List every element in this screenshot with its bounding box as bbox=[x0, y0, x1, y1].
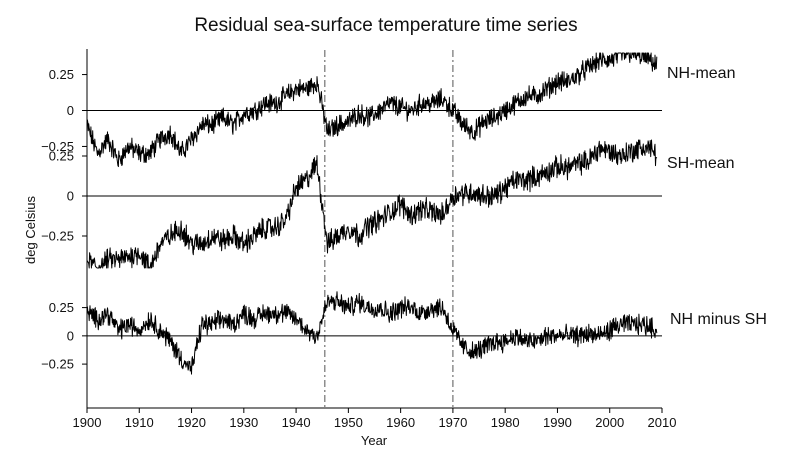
panel-3: 0.25 0 −0.25 NH minus SH bbox=[41, 291, 767, 375]
y-tick-label: 0 bbox=[67, 328, 74, 343]
x-tick-label: 1950 bbox=[334, 415, 363, 430]
y-tick-label: 0.25 bbox=[49, 149, 74, 164]
y-tick-label: 0 bbox=[67, 189, 74, 204]
series-line bbox=[86, 52, 658, 168]
x-tick-label: 1970 bbox=[438, 415, 467, 430]
y-tick-label: 0.25 bbox=[49, 300, 74, 315]
series-line bbox=[86, 291, 658, 375]
series-line bbox=[86, 139, 658, 269]
x-tick-label: 1960 bbox=[386, 415, 415, 430]
x-tick-label: 1980 bbox=[491, 415, 520, 430]
x-tick-label: 1940 bbox=[282, 415, 311, 430]
series-point bbox=[306, 179, 307, 180]
series-point bbox=[139, 251, 140, 252]
x-tick-label: 2010 bbox=[648, 415, 677, 430]
y-tick-label: −0.25 bbox=[41, 229, 74, 244]
chart-title: Residual sea-surface temperature time se… bbox=[194, 15, 577, 36]
series-point bbox=[264, 227, 265, 228]
x-ticks: 1900 1910 1920 1930 1940 1950 1960 1970 1980 1990… bbox=[73, 408, 677, 430]
x-tick-label: 1990 bbox=[543, 415, 572, 430]
x-axis-label: Year bbox=[361, 433, 388, 448]
x-tick-label: 2000 bbox=[595, 415, 624, 430]
series-point bbox=[421, 103, 422, 104]
series-name-label: NH minus SH bbox=[670, 311, 767, 328]
series-point bbox=[620, 55, 621, 56]
x-tick-label: 1930 bbox=[229, 415, 258, 430]
y-axis-label: deg Celsius bbox=[23, 196, 38, 264]
x-tick-label: 1910 bbox=[125, 415, 154, 430]
series-point bbox=[254, 235, 255, 236]
y-tick-label: −0.25 bbox=[41, 357, 74, 372]
series-point bbox=[494, 341, 495, 342]
series-point bbox=[588, 160, 589, 161]
x-tick-label: 1920 bbox=[177, 415, 206, 430]
panels: 0.25 0 −0.25 NH-mean 0.25 0 −0.25 SH-mean 0.25 0 −… bbox=[41, 52, 767, 375]
y-tick-label: −0.25 bbox=[41, 139, 74, 154]
panel-1: 0.25 0 −0.25 NH-mean bbox=[41, 52, 735, 168]
x-tick-label: 1900 bbox=[73, 415, 102, 430]
y-tick-label: 0.25 bbox=[49, 67, 74, 82]
series-name-label: NH-mean bbox=[667, 65, 735, 82]
series-name-label: SH-mean bbox=[667, 155, 735, 172]
series-point bbox=[442, 98, 443, 99]
y-tick-label: 0 bbox=[67, 103, 74, 118]
panel-2: 0.25 0 −0.25 SH-mean bbox=[41, 139, 735, 269]
series-point bbox=[656, 155, 657, 156]
